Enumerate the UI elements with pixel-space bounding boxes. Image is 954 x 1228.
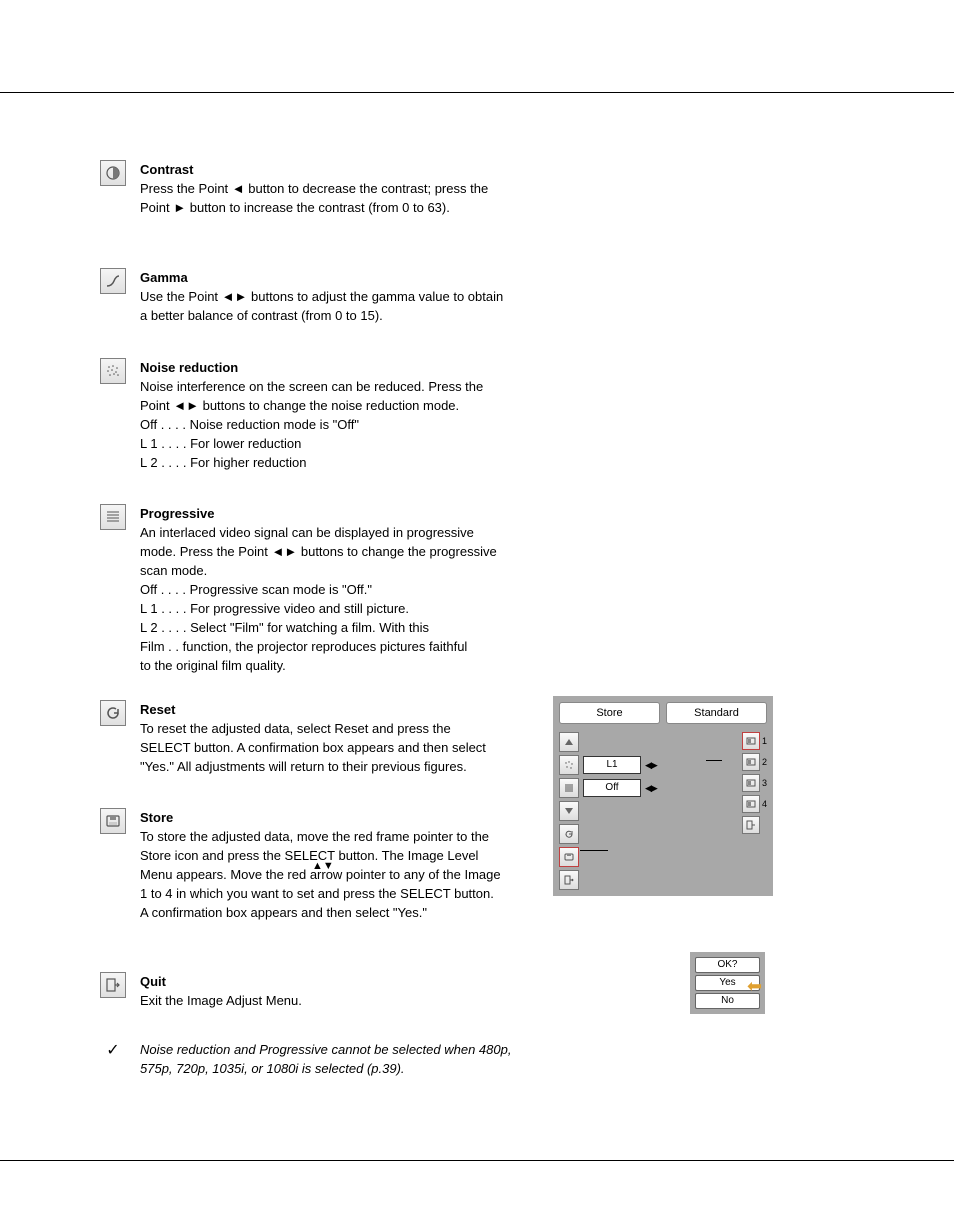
item-quit: Quit Exit the Image Adjust Menu. [100,972,302,1010]
note-text: Noise reduction and Progressive cannot b… [140,1040,511,1078]
item-title: Reset [140,700,486,719]
item-body-line: Exit the Image Adjust Menu. [140,991,302,1010]
image-level-menu: 1 2 3 4 [742,732,767,890]
item-noise-text: Noise reduction Noise interference on th… [140,358,483,472]
item-title: Quit [140,972,302,991]
item-progressive-text: Progressive An interlaced video signal c… [140,504,497,675]
item-title: Noise reduction [140,358,483,377]
item-contrast-text: Contrast Press the Point ◄ button to dec… [140,160,488,217]
slot-number: 3 [762,778,767,788]
image-slot-quit[interactable] [742,816,767,834]
contrast-icon [100,160,126,186]
item-store: Store To store the adjusted data, move t… [100,808,501,922]
item-quit-text: Quit Exit the Image Adjust Menu. [140,972,302,1010]
progressive-row: Off ◀▶ [559,778,657,798]
image-slot-3[interactable]: 3 [742,774,767,792]
item-body-line: Noise interference on the screen can be … [140,377,483,396]
noise-value[interactable]: L1 [583,756,641,774]
item-body-line: L 2 . . . . Select "Film" for watching a… [140,618,497,637]
horizontal-rule-top [0,92,954,93]
leader-line [706,760,722,761]
item-gamma-text: Gamma Use the Point ◄► buttons to adjust… [140,268,503,325]
updown-arrows: ▲▼ [312,860,334,872]
checkmark-icon: ✓ [100,1040,126,1060]
item-body-line: L 1 . . . . For progressive video and st… [140,599,497,618]
note-line: 575p, 720p, 1035i, or 1080i is selected … [140,1059,511,1078]
item-noise-reduction: Noise reduction Noise interference on th… [100,358,483,472]
store-mini-icon[interactable] [559,847,579,867]
item-gamma: Gamma Use the Point ◄► buttons to adjust… [100,268,503,325]
reset-mini-icon[interactable] [559,824,579,844]
item-title: Gamma [140,268,503,287]
item-contrast: Contrast Press the Point ◄ button to dec… [100,160,488,217]
progressive-mini-icon [559,778,579,798]
item-body-line: To store the adjusted data, move the red… [140,827,501,846]
lr-arrows-icon[interactable]: ◀▶ [645,783,657,794]
horizontal-rule-bottom [0,1160,954,1161]
item-body-line: Point ► button to increase the contrast … [140,198,488,217]
store-icon [100,808,126,834]
item-body-line: Film . . function, the projector reprodu… [140,637,497,656]
noise-row: L1 ◀▶ [559,755,657,775]
item-body-line: Use the Point ◄► buttons to adjust the g… [140,287,503,306]
item-body-line: SELECT button. A confirmation box appear… [140,738,486,757]
leader-line [580,850,608,851]
item-body-line: a better balance of contrast (from 0 to … [140,306,503,325]
item-reset: Reset To reset the adjusted data, select… [100,700,486,776]
item-body-line: to the original film quality. [140,656,497,675]
down-arrow-icon[interactable] [559,801,579,821]
item-body-line: Point ◄► buttons to change the noise red… [140,396,483,415]
item-body-line: Off . . . . Noise reduction mode is "Off… [140,415,483,434]
item-body-line: scan mode. [140,561,497,580]
slot-number: 4 [762,799,767,809]
ok-pointer-arrow-icon: ⬅ [747,976,762,997]
reset-icon [100,700,126,726]
item-body-line: To reset the adjusted data, select Reset… [140,719,486,738]
image-slot-1[interactable]: 1 [742,732,767,750]
note-block: ✓ Noise reduction and Progressive cannot… [100,1040,511,1078]
item-title: Contrast [140,160,488,179]
item-body-line: Press the Point ◄ button to decrease the… [140,179,488,198]
gamma-icon [100,268,126,294]
item-body-line: A confirmation box appears and then sele… [140,903,501,922]
slot-number: 1 [762,736,767,746]
quit-icon [100,972,126,998]
image-slot-4[interactable]: 4 [742,795,767,813]
item-body-line: "Yes." All adjustments will return to th… [140,757,486,776]
item-body-line: mode. Press the Point ◄► buttons to chan… [140,542,497,561]
item-body-line: 1 to 4 in which you want to set and pres… [140,884,501,903]
slot-number: 2 [762,757,767,767]
store-dialog-left-column: L1 ◀▶ Off ◀▶ [559,732,657,890]
lr-arrows-icon[interactable]: ◀▶ [645,760,657,771]
progressive-value[interactable]: Off [583,779,641,797]
up-arrow-icon[interactable] [559,732,579,752]
store-tab[interactable]: Store [559,702,660,724]
store-dialog: Store Standard L1 ◀▶ Off ◀▶ [553,696,773,896]
progressive-icon [100,504,126,530]
item-body-line: L 1 . . . . For lower reduction [140,434,483,453]
note-line: Noise reduction and Progressive cannot b… [140,1040,511,1059]
noise-mini-icon [559,755,579,775]
standard-tab[interactable]: Standard [666,702,767,724]
item-body-line: L 2 . . . . For higher reduction [140,453,483,472]
item-title: Store [140,808,501,827]
quit-mini-icon[interactable] [559,870,579,890]
ok-title: OK? [695,957,760,973]
noise-reduction-icon [100,358,126,384]
item-reset-text: Reset To reset the adjusted data, select… [140,700,486,776]
item-body-line: An interlaced video signal can be displa… [140,523,497,542]
item-title: Progressive [140,504,497,523]
store-dialog-header: Store Standard [559,702,767,724]
image-slot-2[interactable]: 2 [742,753,767,771]
item-progressive: Progressive An interlaced video signal c… [100,504,497,675]
item-body-line: Off . . . . Progressive scan mode is "Of… [140,580,497,599]
